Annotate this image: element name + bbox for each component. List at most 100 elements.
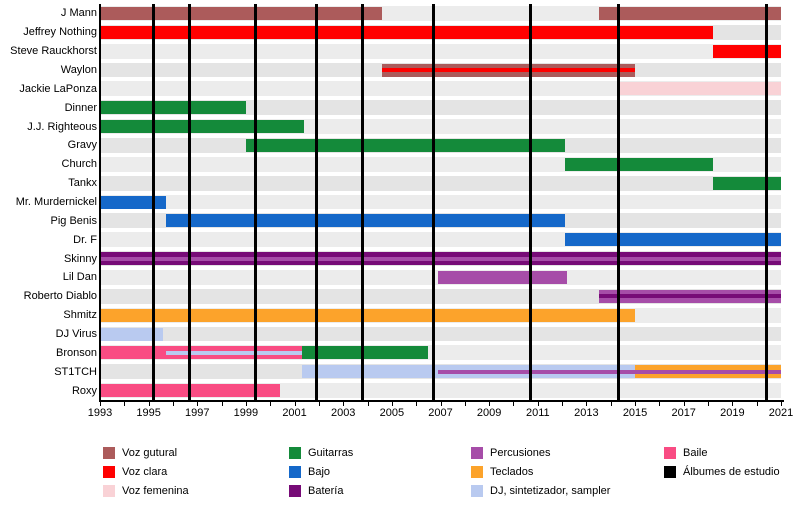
x-axis-tick [464,402,466,406]
x-axis-tick [756,402,758,406]
member-label: J.J. Righteous [27,120,97,133]
row-band [100,326,781,342]
legend-item-voz_femenina: Voz femenina [103,481,189,500]
plot-area [99,4,781,400]
album-release-line [314,4,318,400]
member-labels: J Mann Jeffrey Nothing Steve Rauckhorst Way… [0,0,97,400]
member-label: Gravy [67,139,97,152]
timeline-bar-stripe-dj [165,350,302,355]
member-label: Dr. F [73,233,97,246]
timeline-bar-guitarras [100,101,246,115]
timeline-bar-dj [100,327,164,341]
timeline-bar-voz_gutural [382,63,636,77]
legend: Voz gutural Voz clara Voz femenina Guitarra… [0,437,800,507]
x-axis-label: 2013 [574,407,599,419]
timeline-bar-guitarras [712,176,781,190]
timeline-bar-voz_clara [712,44,781,58]
timeline-bar-teclados [635,365,781,379]
timeline-bar-bajo [100,195,166,209]
x-axis-label: 2003 [330,407,356,419]
x-axis-tick [148,402,150,406]
timeline-bar-voz_gutural [100,6,383,20]
x-axis-tick [124,402,126,406]
x-axis-label: 2009 [476,407,502,419]
row-band [100,194,781,210]
timeline-bar-dj [301,365,636,379]
legend-item-albumes: Álbumes de estudio [664,462,780,481]
x-axis-tick [513,402,515,406]
timeline-bar-voz_femenina [620,82,781,96]
row-band [100,100,781,116]
legend-swatch-teclados [471,465,483,478]
legend-item-percusiones: Percusiones [471,443,551,462]
x-axis-label: 2011 [525,407,550,419]
timeline-bar-voz_gutural [598,6,781,20]
member-label: Tankx [68,177,97,190]
x-axis-tick [610,402,612,406]
x-axis-tick [562,402,564,406]
legend-swatch-albumes [664,465,676,478]
legend-label: Álbumes de estudio [683,465,780,478]
member-label: Waylon [60,63,97,76]
legend-swatch-voz_femenina [103,484,115,497]
member-label: Roxy [71,384,97,397]
x-axis-tick [537,402,539,406]
album-release-line [616,4,620,400]
legend-label: DJ, sintetizador, sampler [490,484,611,497]
member-label: J Mann [60,7,97,20]
timeline-bar-bateria [100,252,781,266]
legend-item-guitarras: Guitarras [289,443,353,462]
member-label: Bronson [56,346,97,359]
legend-label: Teclados [490,465,534,478]
album-release-line [361,4,365,400]
member-label: Church [61,158,97,171]
timeline-bar-guitarras [245,138,565,152]
album-release-line [152,4,155,400]
x-axis-tick [245,402,247,406]
timeline-bar-teclados [100,308,636,322]
x-axis-line [99,400,784,402]
legend-item-baile: Baile [664,443,707,462]
timeline-bar-bajo [564,233,781,247]
legend-swatch-percusiones [471,446,483,459]
x-axis-tick [318,402,320,406]
member-label: Skinny [63,252,97,265]
timeline-bar-stripe-percusiones [438,369,636,374]
album-release-line [764,4,768,400]
member-label: ST1TCH [54,365,97,378]
member-label: Jeffrey Nothing [23,26,97,39]
x-axis: 1993 1995 1997 1999 2001 2003 2005 2007 2009 2011… [88,400,793,422]
x-axis-tick [172,402,174,406]
row-band [100,43,781,59]
x-axis-label: 1997 [185,407,210,419]
timeline-bar-stripe-bateria [598,294,781,299]
x-axis-tick [221,402,223,406]
legend-swatch-guitarras [289,446,301,459]
legend-item-dj: DJ, sintetizador, sampler [471,481,610,500]
timeline-bar-guitarras [564,157,713,171]
x-axis-tick [100,402,101,406]
x-axis-label: 2021 [768,407,794,419]
x-axis-tick [197,402,199,406]
timeline-bar-stripe-voz_clara [382,68,636,72]
x-axis-label: 2017 [671,407,696,419]
member-label: Mr. Murdernickel [15,195,97,208]
legend-label: Guitarras [308,446,354,459]
x-axis-label: 2007 [428,407,453,419]
x-axis-tick [367,402,369,406]
legend-label: Voz gutural [122,446,178,459]
legend-item-teclados: Teclados [471,462,533,481]
timeline-bar-guitarras [301,346,429,360]
x-axis-tick [294,402,296,406]
timeline-bar-stripe-percusiones [100,256,781,261]
legend-swatch-bajo [289,465,301,478]
x-axis-label: 2015 [622,407,648,419]
x-axis-tick [489,402,491,406]
member-label: Steve Rauckhorst [10,45,97,58]
x-axis-tick [416,402,418,406]
legend-swatch-voz_gutural [103,446,115,459]
timeline-bar-guitarras [100,120,305,134]
timeline-bar-percusiones [598,289,781,303]
legend-swatch-voz_clara [103,465,115,478]
